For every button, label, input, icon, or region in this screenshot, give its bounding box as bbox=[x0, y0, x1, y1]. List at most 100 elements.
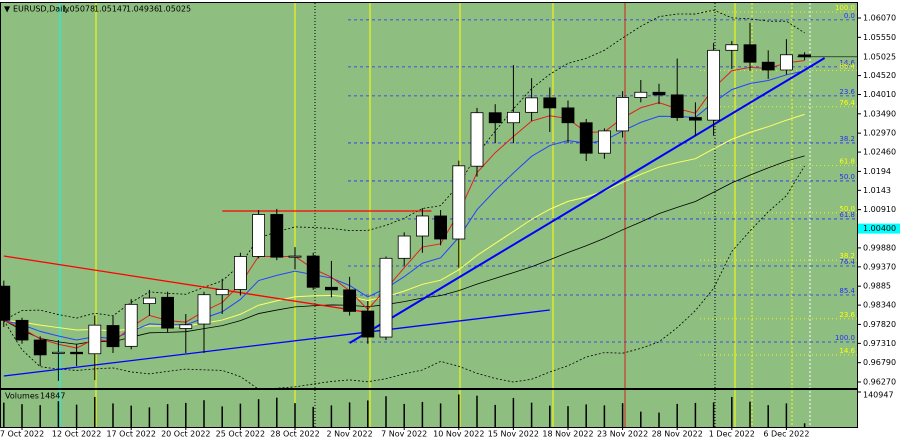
candle-body bbox=[470, 112, 484, 167]
x-tick-label: 7 Oct 2022 bbox=[0, 430, 44, 439]
fib-label: 0.0 bbox=[844, 12, 855, 20]
candle-body bbox=[161, 296, 175, 329]
y-tick-label: 1.04010 bbox=[863, 90, 896, 99]
candle-body bbox=[488, 112, 502, 124]
x-tick-label: 25 Oct 2022 bbox=[216, 430, 265, 439]
fib-label: 38.2 bbox=[839, 252, 855, 260]
y-tick-label: 1.03490 bbox=[863, 109, 896, 118]
y-tick-label: 0.99370 bbox=[863, 262, 896, 271]
x-tick-label: 17 Oct 2022 bbox=[106, 430, 155, 439]
fib-label: 76.4 bbox=[839, 258, 855, 266]
title-arrow: ▼ bbox=[4, 5, 11, 14]
chart-title: EURUSD,Daily bbox=[13, 5, 70, 14]
fib-label: 14.6 bbox=[839, 347, 855, 355]
candle-body bbox=[15, 319, 29, 341]
y-tick-label: 0.96790 bbox=[863, 358, 896, 367]
candle-body bbox=[579, 122, 593, 154]
fib-label: 50.0 bbox=[839, 173, 855, 181]
x-tick-label: 28 Oct 2022 bbox=[270, 430, 319, 439]
candle-body bbox=[33, 339, 47, 356]
y-tick-label: 1.06070 bbox=[863, 14, 896, 23]
x-tick-label: 23 Nov 2022 bbox=[597, 430, 648, 439]
candle-body bbox=[52, 351, 65, 354]
y-tick-label: 0.96270 bbox=[863, 377, 896, 386]
candle-body bbox=[270, 214, 284, 258]
y-tick-label: 0.99880 bbox=[863, 243, 896, 252]
candle-body bbox=[397, 235, 411, 259]
y-tick-label: 0.9885 bbox=[863, 282, 891, 291]
x-tick-label: 28 Nov 2022 bbox=[652, 430, 703, 439]
candle-body bbox=[288, 255, 302, 258]
fib-label: 85.4 bbox=[839, 63, 855, 71]
candle-body bbox=[215, 289, 229, 296]
ohlc-close: 1.05025 bbox=[158, 5, 191, 14]
x-tick-label: 18 Nov 2022 bbox=[542, 430, 593, 439]
candle-body bbox=[124, 303, 138, 347]
x-tick-label: 20 Oct 2022 bbox=[161, 430, 210, 439]
x-tick-label: 1 Dec 2022 bbox=[709, 430, 755, 439]
candle-body bbox=[634, 91, 648, 98]
bollinger-upper bbox=[3, 9, 805, 321]
fib-label: 61.8 bbox=[839, 157, 855, 165]
candle-body bbox=[324, 286, 338, 291]
volume-value: 14847 bbox=[40, 392, 65, 401]
alert-level-box bbox=[858, 223, 900, 234]
candle-body bbox=[543, 97, 557, 109]
trendline bbox=[3, 255, 366, 313]
candle-body bbox=[179, 324, 193, 329]
y-tick-label: 0.97310 bbox=[863, 339, 896, 348]
candle-body bbox=[0, 285, 11, 321]
fib-label: 38.2 bbox=[839, 135, 855, 143]
fib-label: 76.4 bbox=[839, 99, 855, 107]
current-price-label: 1.05025 bbox=[863, 52, 896, 61]
fib-label: 100.0 bbox=[835, 4, 855, 12]
alert-level-label: 1.00400 bbox=[863, 224, 896, 233]
candle-body bbox=[233, 256, 247, 290]
fib-label: 61.8 bbox=[839, 211, 855, 219]
x-tick-label: 10 Nov 2022 bbox=[433, 430, 484, 439]
fib-label: 23.6 bbox=[839, 311, 855, 319]
fib-label: 23.6 bbox=[839, 88, 855, 96]
bollinger-lower bbox=[3, 165, 805, 390]
x-tick-label: 12 Oct 2022 bbox=[52, 430, 101, 439]
y-tick-label: 1.02970 bbox=[863, 129, 896, 138]
candle-body bbox=[743, 44, 757, 63]
candle-body bbox=[452, 165, 466, 240]
candle-body bbox=[197, 294, 211, 325]
current-price-box bbox=[858, 51, 900, 62]
y-tick-label: 1.05550 bbox=[863, 33, 896, 42]
candle-body bbox=[306, 255, 320, 288]
price-panel-border bbox=[0, 2, 858, 389]
candle-body bbox=[434, 215, 448, 240]
y-tick-label: 0.97820 bbox=[863, 320, 896, 329]
candle-body bbox=[670, 94, 684, 118]
x-tick-label: 6 Dec 2022 bbox=[763, 430, 809, 439]
y-tick-label: 1.0194 bbox=[863, 167, 891, 176]
volume-panel bbox=[1, 390, 857, 427]
ohlc-low: 1.04936 bbox=[126, 5, 159, 14]
candle-body bbox=[70, 351, 83, 355]
fib-label: 50.0 bbox=[839, 205, 855, 213]
volume-label: Volumes bbox=[5, 392, 39, 401]
candle-body bbox=[415, 215, 429, 237]
trendline bbox=[349, 57, 826, 344]
candle-body bbox=[707, 49, 720, 121]
ohlc-high: 1.05147 bbox=[94, 5, 127, 14]
candle-body bbox=[616, 97, 629, 132]
candle-body bbox=[761, 61, 775, 71]
x-tick-label: 2 Nov 2022 bbox=[327, 430, 373, 439]
candle-body bbox=[598, 130, 611, 154]
candle-body bbox=[88, 324, 102, 355]
y-tick-label: 1.00910 bbox=[863, 205, 896, 214]
fib-label: 85.4 bbox=[839, 287, 855, 295]
volume-tick-label: 140947 bbox=[863, 391, 894, 400]
fib-label: 100.0 bbox=[835, 334, 855, 342]
y-tick-label: 1.04520 bbox=[863, 71, 896, 80]
candle-body bbox=[142, 297, 156, 305]
x-tick-label: 15 Nov 2022 bbox=[488, 430, 539, 439]
volume-panel-border bbox=[0, 389, 858, 428]
candle-body bbox=[379, 257, 393, 338]
y-tick-label: 0.98340 bbox=[863, 301, 896, 310]
candle-body bbox=[561, 107, 575, 124]
